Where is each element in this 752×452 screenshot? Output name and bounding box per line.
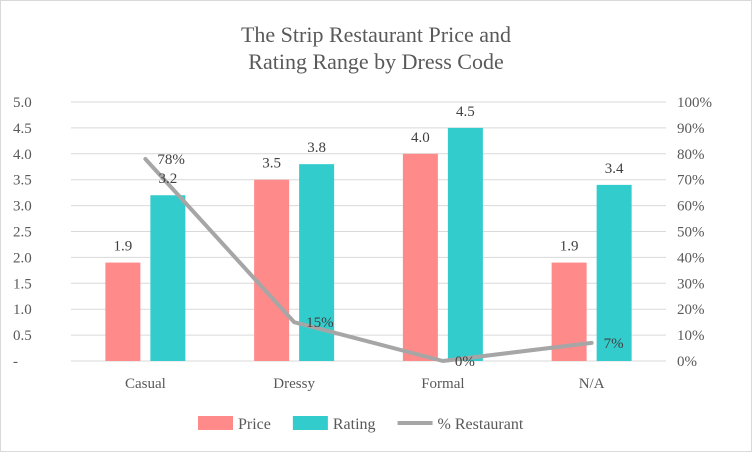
right-tick-label: 90% (677, 121, 705, 137)
axis-ticks: - 0.5 1.0 1.5 2.0 2.5 3.0 3.5 4.0 4.5 5.0 0% 10% 20% 3… (13, 95, 712, 392)
bar-rating (150, 195, 186, 361)
right-tick-label: 20% (677, 302, 705, 318)
left-tick-label: 2.5 (13, 225, 32, 241)
line-data-label: 7% (604, 336, 624, 352)
line-data-label: 78% (157, 152, 185, 168)
chart-title-line-1: The Strip Restaurant Price and (241, 22, 511, 47)
bar-price (105, 262, 141, 361)
left-tick-label: 4.0 (13, 147, 32, 163)
legend-label: Price (238, 416, 271, 433)
right-tick-label: 0% (677, 354, 697, 370)
left-tick-label: 2.0 (13, 250, 32, 266)
right-tick-label: 80% (677, 147, 705, 163)
line-percent-restaurant (143, 156, 594, 363)
legend-label: % Restaurant (438, 416, 524, 433)
left-tick-label: 4.5 (13, 121, 32, 137)
left-tick-label: 0.5 (13, 328, 32, 344)
left-tick-label: 5.0 (13, 95, 32, 111)
line-data-label: 15% (306, 315, 334, 331)
bar-data-label: 3.4 (605, 161, 624, 177)
bar-rating (596, 184, 632, 361)
left-tick-label: 1.0 (13, 302, 32, 318)
category-label: Formal (421, 376, 464, 392)
category-label: Dressy (273, 376, 315, 392)
bar-data-label: 4.0 (411, 130, 430, 146)
chart-title-line-2: Rating Range by Dress Code (248, 49, 503, 74)
legend: Price Rating % Restaurant (198, 416, 524, 433)
right-tick-label: 70% (677, 173, 705, 189)
category-label: N/A (579, 376, 605, 392)
legend-swatch (292, 416, 328, 430)
bar-data-label: 1.9 (114, 239, 133, 255)
right-tick-label: 10% (677, 328, 705, 344)
legend-label: Rating (333, 416, 376, 433)
bar-data-label: 3.5 (262, 156, 281, 172)
bar-data-label: 3.8 (307, 140, 326, 156)
right-tick-label: 30% (677, 276, 705, 292)
line-data-label: 0% (455, 354, 475, 370)
bar-data-label: 1.9 (560, 239, 579, 255)
left-tick-label: 3.5 (13, 173, 32, 189)
data-labels: 1.9 3.5 4.0 1.9 3.2 3.8 4.5 3.4 78% 15% 0% 7% (114, 104, 625, 370)
left-tick-label: 1.5 (13, 276, 32, 292)
bar-price (402, 153, 438, 361)
left-tick-label: - (13, 354, 18, 370)
right-tick-label: 40% (677, 250, 705, 266)
bar-data-label: 3.2 (159, 171, 178, 187)
legend-swatch (198, 416, 233, 430)
bar-price (254, 179, 290, 361)
bar-data-label: 4.5 (456, 104, 475, 120)
percent-line (143, 156, 594, 363)
bar-rating (447, 127, 483, 362)
right-tick-label: 100% (677, 95, 712, 111)
right-tick-label: 60% (677, 199, 705, 215)
right-tick-label: 50% (677, 225, 705, 241)
category-label: Casual (125, 376, 166, 392)
left-tick-label: 3.0 (13, 199, 32, 215)
